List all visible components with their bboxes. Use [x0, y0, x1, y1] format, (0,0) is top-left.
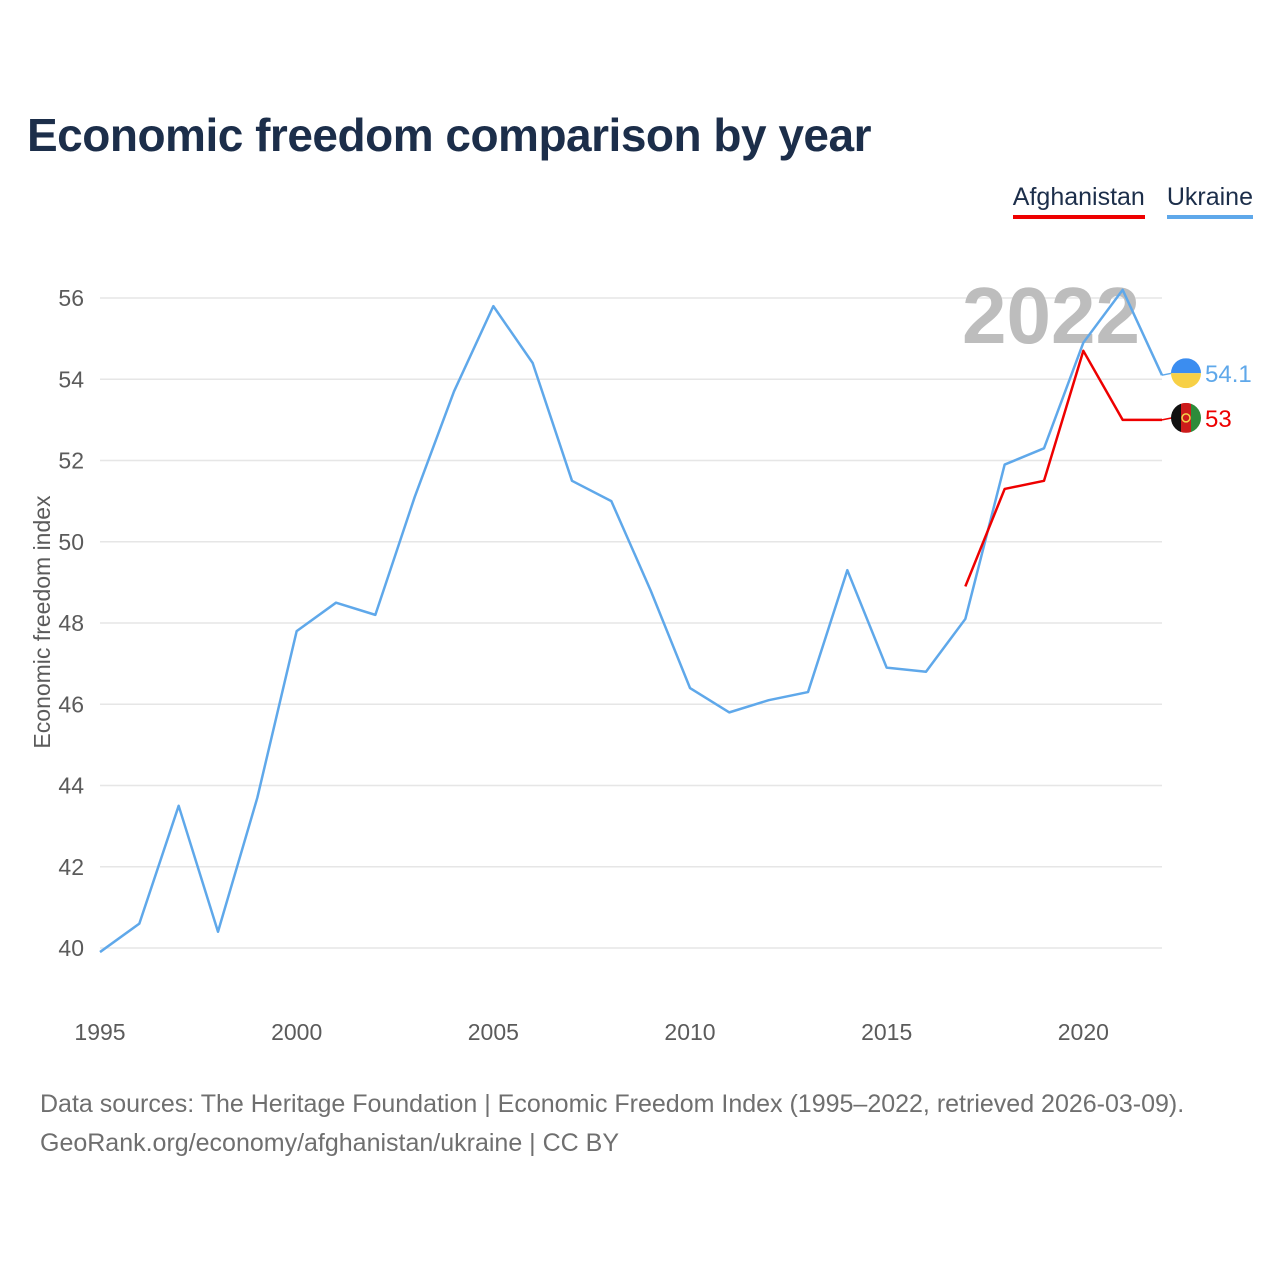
x-tick-label-2015: 2015 [861, 1019, 912, 1045]
x-tick-label-2010: 2010 [664, 1019, 715, 1045]
legend-item-afghanistan[interactable]: Afghanistan [1012, 183, 1145, 219]
y-tick-label-48: 48 [58, 610, 84, 636]
source-line-1: Data sources: The Heritage Foundation | … [40, 1090, 1185, 1118]
series-lines [99, 288, 1164, 954]
end-label-ukraine: 54.1 [1205, 361, 1252, 388]
y-axis-label: Economic freedom index [29, 495, 55, 749]
y-tick-label-44: 44 [58, 773, 84, 799]
y-tick-label-46: 46 [58, 691, 84, 717]
chart-title: Economic freedom comparison by year [27, 109, 872, 161]
legend-item-ukraine[interactable]: Ukraine [1166, 183, 1253, 219]
afghanistan-flag-icon [1171, 402, 1201, 433]
end-label-afghanistan: 53 [1205, 406, 1232, 433]
series-line-afghanistan[interactable] [964, 349, 1162, 587]
connector-afghanistan [1161, 417, 1173, 421]
legend: Afghanistan Ukraine [1012, 183, 1253, 219]
x-tick-label-1995: 1995 [74, 1019, 125, 1045]
x-tick-label-2000: 2000 [271, 1019, 322, 1045]
x-axis-ticks: 1995 2000 2005 2010 2015 2020 [74, 1019, 1109, 1045]
y-tick-label-40: 40 [58, 935, 84, 961]
ukraine-flag-icon [1171, 358, 1201, 389]
x-tick-label-2020: 2020 [1058, 1019, 1109, 1045]
current-year-label: 2022 [962, 271, 1140, 360]
x-tick-label-2005: 2005 [468, 1019, 519, 1045]
series-end-markers: 54.1 53 [1161, 358, 1252, 433]
y-tick-label-50: 50 [58, 529, 84, 555]
source-note: Data sources: The Heritage Foundation | … [40, 1085, 1184, 1163]
y-tick-label-52: 52 [58, 448, 84, 474]
y-axis-ticks: 40 42 44 46 48 50 52 54 56 [58, 285, 84, 961]
gridlines [100, 297, 1162, 949]
source-line-2[interactable]: GeoRank.org/economy/afghanistan/ukraine … [40, 1129, 620, 1157]
y-tick-label-54: 54 [58, 366, 84, 392]
y-tick-label-56: 56 [58, 285, 84, 311]
series-line-ukraine[interactable] [99, 288, 1164, 954]
y-tick-label-42: 42 [58, 854, 84, 880]
connector-ukraine [1161, 372, 1173, 376]
